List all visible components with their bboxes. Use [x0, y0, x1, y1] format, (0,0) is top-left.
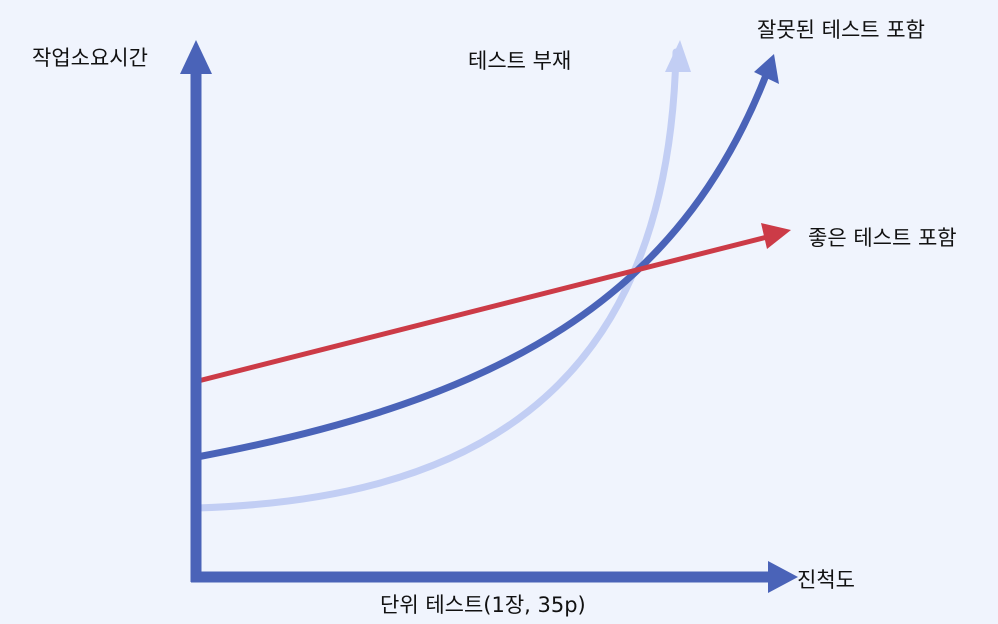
good-test-arrowhead	[761, 223, 791, 249]
y-axis-arrowhead	[180, 40, 212, 74]
bad-test-arrowhead	[754, 54, 779, 84]
x-axis-arrowhead	[768, 561, 798, 593]
good-test-line	[195, 233, 774, 384]
good-test-label: 좋은 테스트 포함	[808, 226, 957, 250]
bad-test-label: 잘못된 테스트 포함	[757, 18, 925, 42]
y-axis-label: 작업소요시간	[32, 46, 148, 70]
no-test-curve	[193, 48, 680, 512]
x-axis-label: 진척도	[797, 568, 855, 592]
caption: 단위 테스트(1장, 35p)	[380, 593, 586, 617]
no-test-arrowhead	[665, 40, 691, 72]
bad-test-curve	[193, 66, 772, 461]
no-test-label: 테스트 부재	[468, 49, 572, 73]
